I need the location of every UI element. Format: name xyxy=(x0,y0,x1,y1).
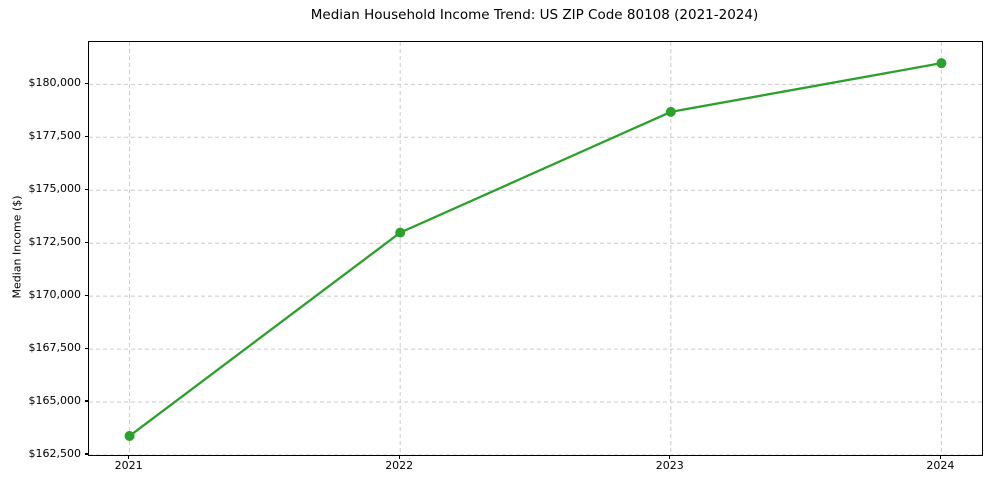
x-tick-mark xyxy=(669,455,671,459)
x-tick-label: 2022 xyxy=(385,459,414,472)
x-tick-mark xyxy=(939,455,941,459)
y-tick-label: $180,000 xyxy=(28,76,82,90)
x-tick-label: 2024 xyxy=(926,459,955,472)
chart-title: Median Household Income Trend: US ZIP Co… xyxy=(310,7,759,23)
y-tick-mark xyxy=(84,400,88,402)
x-tick-mark xyxy=(398,455,400,459)
y-tick-label: $172,500 xyxy=(28,235,82,249)
data-point-marker xyxy=(936,58,947,69)
line-chart-canvas xyxy=(89,42,982,455)
y-tick-label: $175,000 xyxy=(28,182,82,196)
x-tick-mark xyxy=(127,455,130,459)
y-tick-mark xyxy=(84,294,88,296)
plot-area xyxy=(88,41,983,456)
y-tick-label: $162,500 xyxy=(28,447,82,460)
y-tick-mark xyxy=(84,82,88,84)
y-tick-mark xyxy=(84,135,88,137)
y-tick-mark xyxy=(84,241,88,243)
y-tick-mark xyxy=(84,188,88,190)
data-point-marker xyxy=(665,106,676,117)
y-tick-mark xyxy=(84,347,88,349)
data-point-marker xyxy=(395,227,406,238)
y-tick-mark xyxy=(84,453,88,455)
y-tick-label: $177,500 xyxy=(28,129,82,143)
y-tick-label: $165,000 xyxy=(28,394,82,408)
income-trend-line xyxy=(128,62,943,438)
x-tick-label: 2023 xyxy=(655,459,684,472)
x-tick-label: 2021 xyxy=(114,459,143,472)
y-tick-label: $167,500 xyxy=(28,341,82,355)
y-tick-label: $170,000 xyxy=(28,288,82,302)
data-point-marker xyxy=(124,430,135,441)
